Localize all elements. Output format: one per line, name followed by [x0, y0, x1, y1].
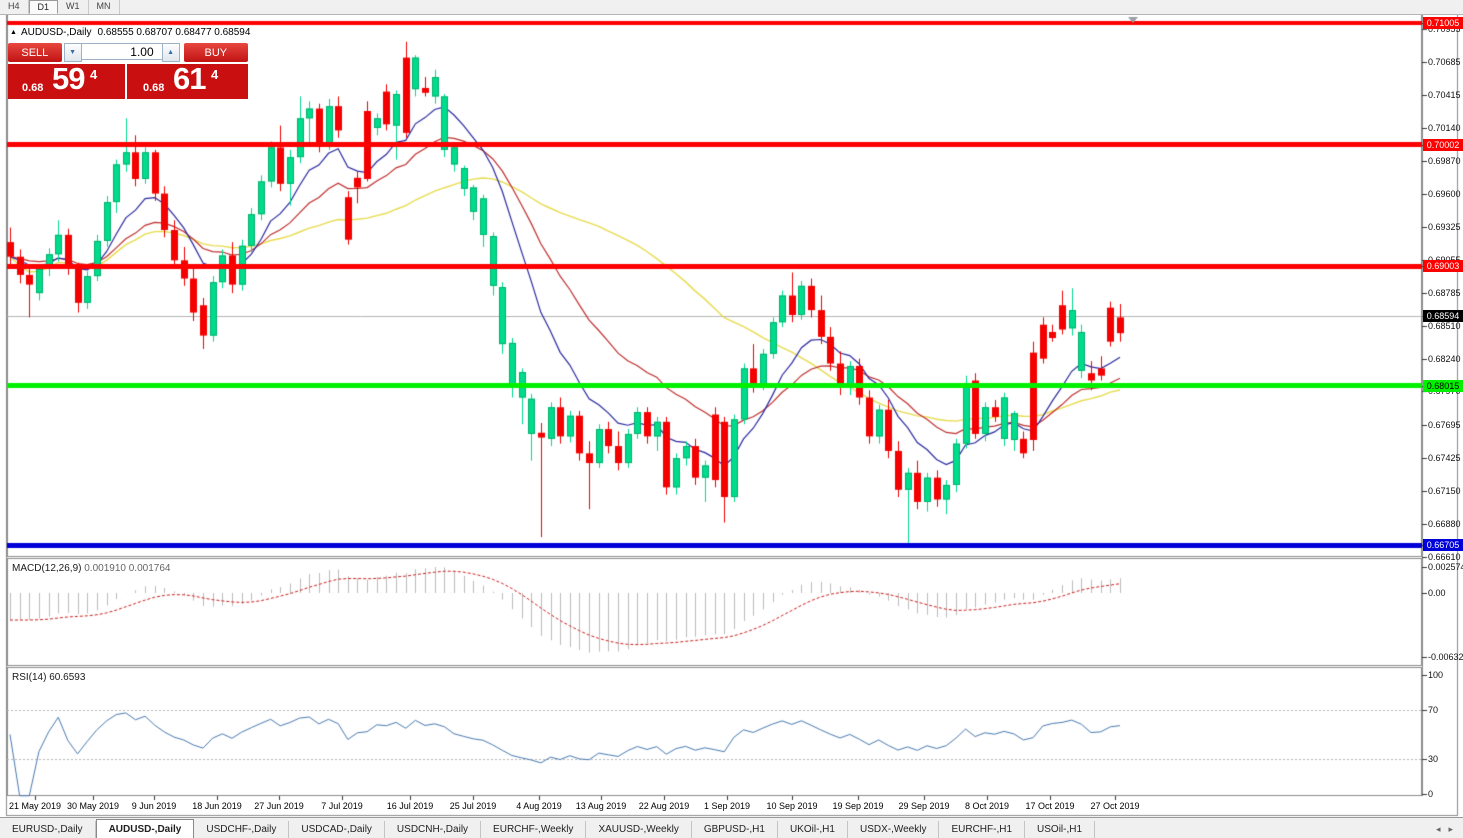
date-tick-label: 16 Jul 2019 — [386, 801, 434, 811]
sell-button[interactable]: SELL — [8, 43, 62, 62]
price-level-badge: 0.70002 — [1423, 138, 1463, 151]
indicator-tick-label: 0.002574 — [1428, 562, 1463, 572]
chart-tab-eurchf-h1[interactable]: EURCHF-,H1 — [939, 821, 1026, 838]
indicator-tick-label: 100 — [1428, 670, 1444, 680]
price-tick-label: 0.68240 — [1428, 353, 1461, 364]
sell-price-box[interactable]: 0.68 59 4 — [8, 61, 125, 99]
chart-tab-usdchf-daily[interactable]: USDCHF-,Daily — [194, 821, 290, 838]
indicator-tick-label: 70 — [1428, 705, 1439, 715]
chart-tab-usoil-h1[interactable]: USOil-,H1 — [1025, 821, 1096, 838]
timeframe-toolbar: H4 D1 W1 MN — [0, 0, 1463, 15]
rsi-value: 60.6593 — [49, 672, 86, 683]
buy-price-box[interactable]: 0.68 61 4 — [127, 61, 248, 99]
price-tick-label: 0.70955 — [1428, 24, 1461, 35]
price-tick-label: 0.69055 — [1428, 255, 1461, 265]
macd-value-2: 0.001764 — [128, 563, 171, 574]
sell-price-prefix: 0.68 — [22, 82, 44, 94]
volume-input[interactable] — [81, 43, 162, 60]
rsi-indicator-label: RSI(14) 60.6593 — [12, 672, 86, 683]
chart-tab-audusd-daily[interactable]: AUDUSD-,Daily — [95, 819, 195, 838]
sell-price-pip: 4 — [90, 67, 98, 82]
buy-price-pip: 4 — [211, 67, 219, 82]
date-tick-label: 22 Aug 2019 — [638, 801, 690, 811]
timeframe-button-mn[interactable]: MN — [89, 0, 120, 14]
buy-price-prefix: 0.68 — [143, 82, 165, 94]
price-tick-label: 0.67695 — [1428, 419, 1461, 430]
date-tick-label: 21 May 2019 — [8, 801, 62, 811]
volume-decrease-button[interactable]: ▼ — [63, 43, 82, 62]
tab-scroll-right-icon[interactable]: ▸ — [1448, 824, 1453, 834]
chart-tab-usdcad-daily[interactable]: USDCAD-,Daily — [289, 821, 385, 838]
price-tick-label: 0.67425 — [1428, 452, 1461, 463]
chart-tab-usdcnh-daily[interactable]: USDCNH-,Daily — [385, 821, 482, 838]
buy-button[interactable]: BUY — [183, 43, 248, 62]
chart-tab-ukoil-h1[interactable]: UKOil-,H1 — [778, 821, 848, 838]
date-tick-label: 17 Oct 2019 — [1025, 801, 1075, 811]
chart-tab-eurchf-weekly[interactable]: EURCHF-,Weekly — [481, 821, 587, 838]
date-tick-label: 30 May 2019 — [66, 801, 120, 811]
date-tick-label: 1 Sep 2019 — [703, 801, 751, 811]
price-tick-label: 0.68785 — [1428, 287, 1461, 298]
price-tick-label: 0.69325 — [1428, 221, 1461, 232]
date-tick-label: 7 Jul 2019 — [321, 801, 363, 811]
sell-price-main: 59 — [52, 61, 85, 96]
buy-price-main: 61 — [173, 61, 206, 96]
price-tick-label: 0.68510 — [1428, 320, 1461, 331]
chart-symbol-label: AUDUSD-,Daily — [20, 27, 92, 38]
price-level-badge: 0.68015 — [1423, 379, 1463, 392]
date-tick-label: 18 Jun 2019 — [192, 801, 242, 811]
price-level-badge: 0.69003 — [1423, 260, 1463, 273]
date-tick-label: 27 Jun 2019 — [254, 801, 304, 811]
price-tick-label: 0.70415 — [1428, 89, 1461, 100]
timeframe-button-w1[interactable]: W1 — [58, 0, 89, 14]
price-level-badge: 0.71005 — [1423, 17, 1463, 29]
chart-tab-bar: EURUSD-,Daily AUDUSD-,Daily USDCHF-,Daily U… — [0, 817, 1463, 838]
one-click-trading-panel: SELL ▼ ▲ BUY 0.68 59 4 0.68 61 4 — [8, 43, 248, 99]
macd-value-1: 0.001910 — [84, 563, 126, 574]
indicator-tick-label: 0.00 — [1428, 588, 1446, 598]
chart-tab-eurusd-daily[interactable]: EURUSD-,Daily — [0, 821, 96, 838]
chart-tab-xauusd-weekly[interactable]: XAUUSD-,Weekly — [586, 821, 692, 838]
price-level-badge: 0.68594 — [1423, 309, 1463, 322]
price-tick-label: 0.69870 — [1428, 155, 1461, 166]
timeframe-button-d1[interactable]: D1 — [28, 0, 59, 14]
date-tick-label: 25 Jul 2019 — [449, 801, 497, 811]
date-tick-label: 29 Sep 2019 — [898, 801, 950, 811]
price-tick-label: 0.66880 — [1428, 518, 1461, 529]
price-tick-label: 0.70685 — [1428, 56, 1461, 67]
price-tick-label: 0.69600 — [1428, 188, 1461, 199]
indicator-tick-label: 30 — [1428, 754, 1439, 764]
price-level-badge: 0.66705 — [1423, 539, 1463, 552]
date-tick-label: 19 Sep 2019 — [832, 801, 884, 811]
chart-title: ▲ AUDUSD-,Daily 0.68555 0.68707 0.68477 0.… — [10, 27, 250, 38]
date-tick-label: 27 Oct 2019 — [1090, 801, 1140, 811]
date-tick-label: 10 Sep 2019 — [766, 801, 818, 811]
price-tick-label: 0.66610 — [1428, 551, 1461, 562]
chart-tab-usdx-weekly[interactable]: USDX-,Weekly — [848, 821, 940, 838]
date-tick-label: 13 Aug 2019 — [575, 801, 627, 811]
price-tick-label: 0.67150 — [1428, 485, 1461, 496]
volume-increase-button[interactable]: ▲ — [161, 43, 180, 62]
indicator-tick-label: -0.006326 — [1428, 652, 1463, 662]
macd-indicator-label: MACD(12,26,9) 0.001910 0.001764 — [12, 563, 171, 574]
chart-tab-gbpusd-h1[interactable]: GBPUSD-,H1 — [692, 821, 778, 838]
volume-stepper: ▼ ▲ — [63, 43, 180, 62]
date-tick-label: 9 Jun 2019 — [131, 801, 177, 811]
date-tick-label: 4 Aug 2019 — [516, 801, 562, 811]
timeframe-button-h4[interactable]: H4 — [0, 0, 29, 14]
date-tick-label: 8 Oct 2019 — [964, 801, 1010, 811]
chart-ohlc-values: 0.68555 0.68707 0.68477 0.68594 — [97, 27, 251, 38]
price-tick-label: 0.70140 — [1428, 123, 1461, 133]
indicator-tick-label: 0 — [1428, 789, 1434, 799]
tab-scroll-left-icon[interactable]: ◂ — [1435, 824, 1441, 834]
symbol-marker-icon: ▲ — [10, 29, 17, 36]
